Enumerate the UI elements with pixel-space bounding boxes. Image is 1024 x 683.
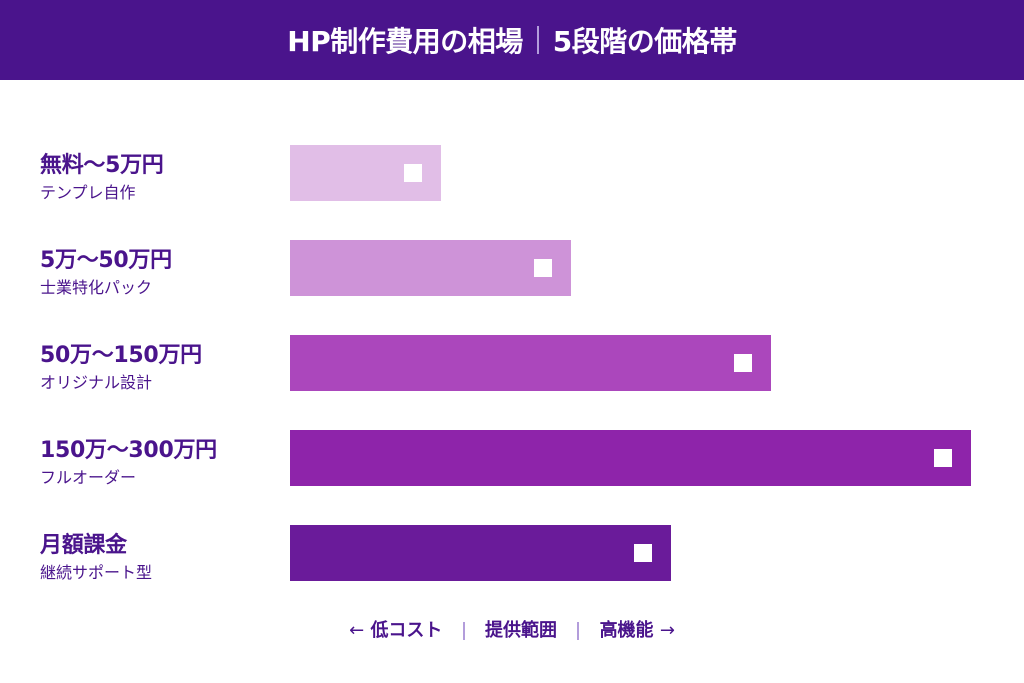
axis-legend: ← 低コスト 提供範囲 高機能 →: [0, 616, 1024, 642]
row-sublabel: オリジナル設計: [40, 373, 153, 392]
bar-50man-150man: [290, 335, 771, 391]
title-separator: [536, 26, 539, 54]
row-label: 150万〜300万円: [40, 438, 217, 463]
row-sublabel: テンプレ自作: [40, 183, 136, 202]
right-arrow-icon: →: [659, 620, 675, 641]
legend-scope: 提供範囲: [485, 620, 557, 641]
bar-row: 150万〜300万円 フルオーダー: [0, 430, 1024, 487]
row-sublabel: 士業特化パック: [40, 278, 153, 297]
bar-end-marker-icon: [934, 449, 952, 467]
row-label: 5万〜50万円: [40, 248, 172, 273]
row-label: 月額課金: [40, 533, 127, 558]
bar-row: 無料〜5万円 テンプレ自作: [0, 145, 1024, 202]
legend-low-cost: 低コスト: [370, 620, 443, 641]
bar-free-5man: [290, 145, 441, 201]
bar-row: 50万〜150万円 オリジナル設計: [0, 335, 1024, 392]
bar-row: 5万〜50万円 士業特化パック: [0, 240, 1024, 297]
bar-end-marker-icon: [634, 544, 652, 562]
bar-150man-300man: [290, 430, 971, 486]
bar-end-marker-icon: [404, 164, 422, 182]
row-sublabel: フルオーダー: [40, 468, 137, 487]
legend-separator: [577, 622, 580, 640]
left-arrow-icon: ←: [349, 620, 365, 641]
bar-monthly: [290, 525, 671, 581]
bar-5man-50man: [290, 240, 571, 296]
bar-end-marker-icon: [734, 354, 752, 372]
row-label: 50万〜150万円: [40, 343, 202, 368]
legend-separator: [462, 622, 465, 640]
bar-row: 月額課金 継続サポート型: [0, 525, 1024, 582]
title-right: 5段階の価格帯: [552, 25, 737, 58]
legend-high-function: 高機能: [599, 620, 654, 641]
chart-title-banner: HP制作費用の相場 5段階の価格帯: [0, 0, 1024, 80]
bar-end-marker-icon: [534, 259, 552, 277]
row-sublabel: 継続サポート型: [40, 563, 153, 582]
row-label: 無料〜5万円: [40, 153, 164, 178]
title-left: HP制作費用の相場: [287, 25, 523, 58]
